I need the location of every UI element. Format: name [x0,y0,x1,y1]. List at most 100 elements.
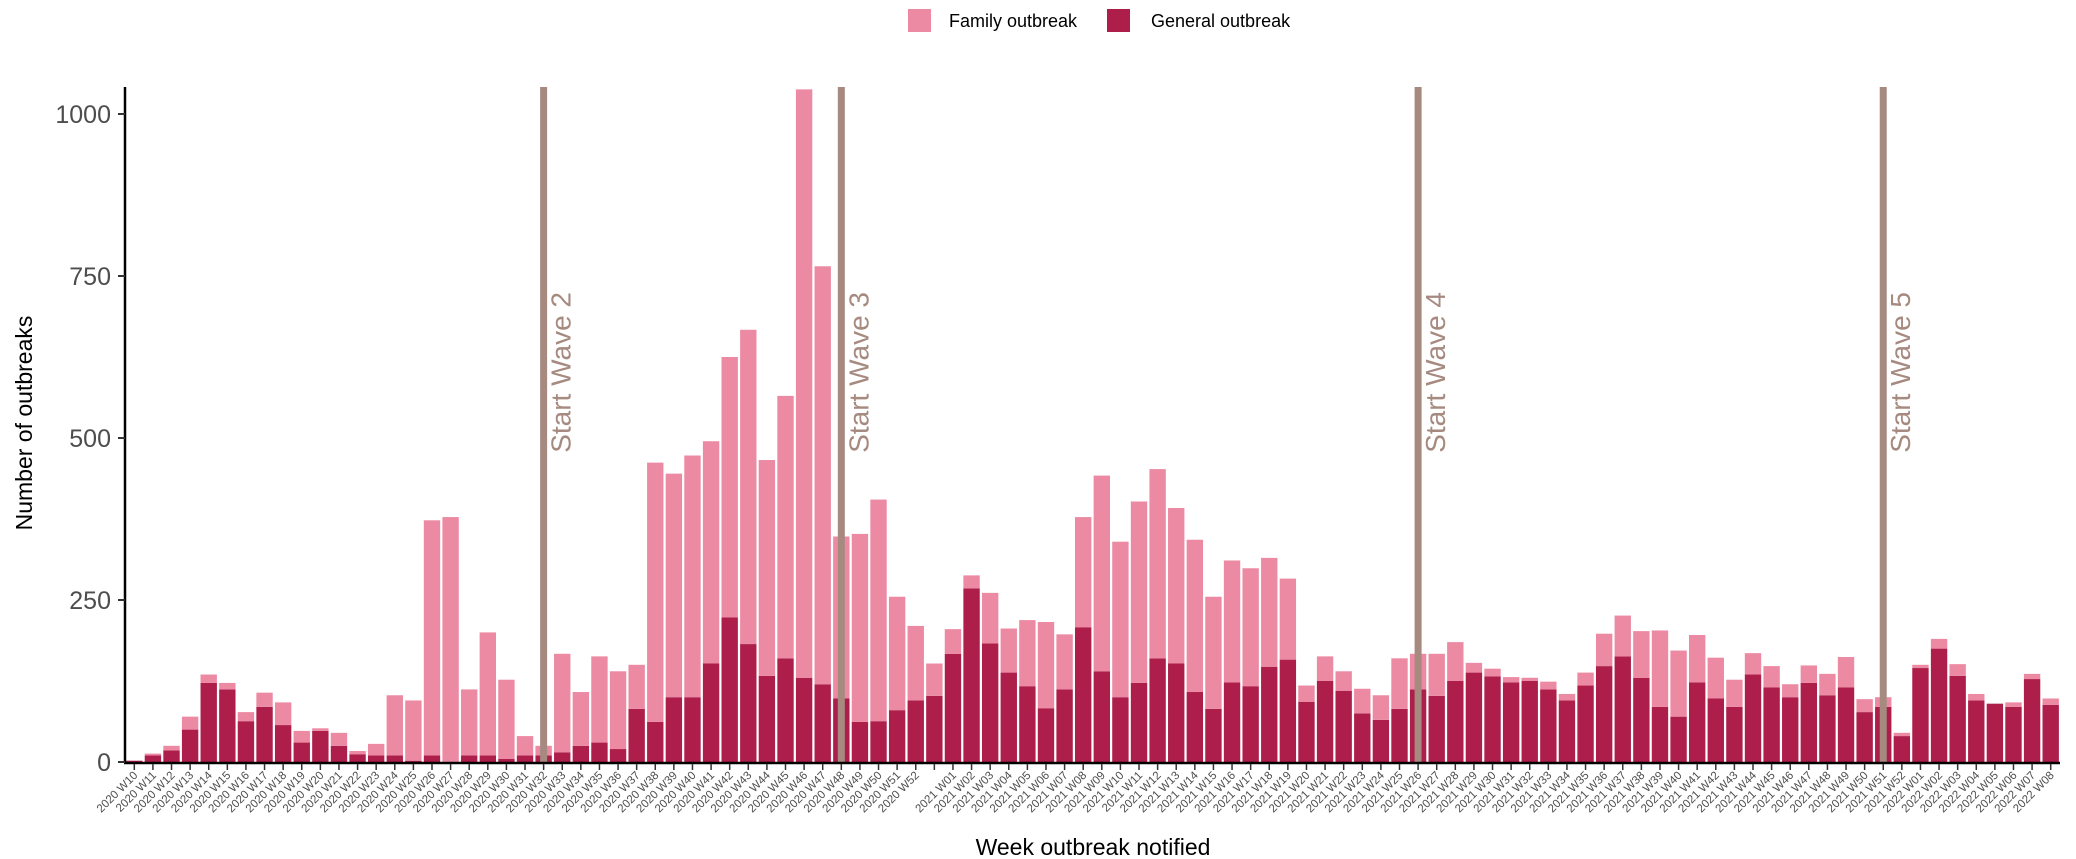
bar-family [498,679,515,759]
bar-family [721,357,738,618]
bar-family [1558,693,1576,701]
bar-family [1205,596,1222,709]
bar-general [1093,671,1110,762]
bar-general [1856,712,1873,762]
wave-markers-layer: Start Wave 2 Start Wave 3 Start Wave 4 Star… [540,87,1916,762]
bar-family [888,596,906,711]
bar-family [442,517,459,762]
bar-general [1949,675,1966,762]
bar-family [758,460,776,676]
bar-general [498,758,515,762]
bar-family [647,462,664,722]
bar-family [1056,634,1073,690]
bar-general [721,617,738,762]
bar-general [367,755,385,762]
bar-family [1707,657,1724,699]
bar-family [814,266,831,685]
bar-family [684,455,701,698]
bar-general [274,725,292,762]
bar-family [1465,662,1483,673]
bar-general [870,721,887,762]
bar-general [1893,736,1911,762]
bar-family [1186,539,1204,693]
bar-general [1354,713,1371,762]
bar-family [1819,673,1836,696]
bar-family [1744,653,1762,675]
bar-family [572,692,590,746]
bar-family [740,329,757,645]
bar-family [591,656,608,743]
bar-family [1335,671,1352,691]
bar-general [1428,695,1445,762]
bar-family [1595,633,1613,667]
bar-family [1502,677,1520,683]
bar-general [1186,692,1204,762]
legend: Family outbreak General outbreak [908,9,1291,32]
legend-label-family: Family outbreak [949,11,1078,31]
bar-family [1614,615,1631,657]
bar-family [1577,672,1594,686]
bar-general [1000,672,1017,762]
bar-general [702,663,720,762]
y-tick-label: 750 [69,263,111,291]
bar-family [1428,653,1445,696]
bar-general [1205,708,1222,762]
bar-general [1614,656,1631,762]
bar-general [1242,686,1259,762]
bar-family [851,533,869,722]
bar-general [907,700,924,762]
bar-general [758,675,776,762]
bar-family [312,728,329,731]
bar-family [1968,693,1985,701]
bar-family [1019,620,1036,687]
bar-family [1540,681,1557,690]
bar-general [1689,682,1706,762]
bar-general [1744,674,1762,762]
bar-general [1223,682,1241,762]
bar-general [2042,704,2059,762]
bar-general [1763,687,1780,762]
bar-general [1130,682,1148,762]
bar-family [665,473,683,698]
bar-family [405,700,422,761]
bar-general [888,710,906,762]
bar-general [163,750,180,762]
bar-general [330,745,348,762]
bar-general [1986,703,2004,762]
bar-family [200,674,217,683]
bar-general [1298,701,1315,762]
bar-general [1930,648,1948,762]
wave-marker-line [540,87,548,762]
bar-family [1279,578,1297,660]
x-axis-title: Week outbreak notified [976,834,1211,859]
bar-general [1912,668,1929,762]
bar-family [1837,657,1855,688]
bar-family [181,716,199,730]
bar-general [126,760,143,762]
bar-family [293,730,310,743]
bar-family [795,89,813,678]
bar-family [609,671,627,750]
legend-swatch-general [1107,9,1130,32]
bar-family [516,736,534,756]
bar-general [479,755,496,762]
bar-general [1707,698,1724,762]
bar-general [1968,700,1985,762]
bar-general [1502,682,1520,762]
bar-family [1949,664,1966,676]
bar-general [219,689,236,762]
bar-general [1465,672,1483,762]
bar-general [944,653,962,762]
bar-general [1651,706,1669,762]
bar-family [1391,658,1408,709]
bar-general [1037,708,1055,762]
bar-family [1893,732,1911,737]
bar-family [870,499,887,722]
y-axis-title: Number of outbreaks [11,316,37,531]
y-tick-label: 250 [69,587,111,615]
wave-marker-label: Start Wave 4 [1420,292,1451,453]
bar-family [1521,677,1538,681]
bar-family [2042,698,2059,705]
